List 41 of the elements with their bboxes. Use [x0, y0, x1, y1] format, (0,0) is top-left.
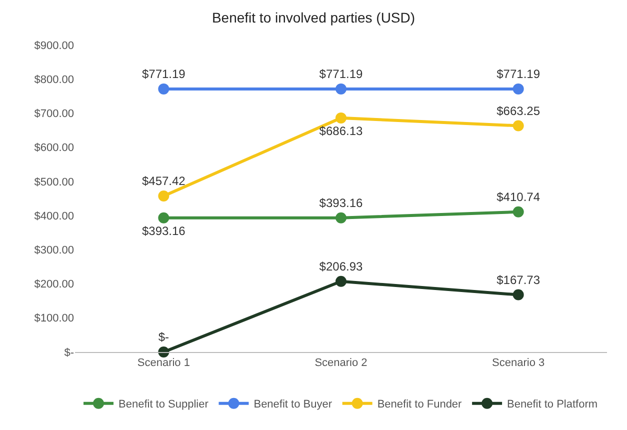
- data-label: $393.16: [142, 224, 186, 238]
- y-tick-label: $400.00: [34, 210, 74, 222]
- chart-title: Benefit to involved parties (USD): [212, 10, 416, 26]
- y-tick-label: $-: [64, 346, 74, 359]
- point: [158, 212, 170, 224]
- point: [512, 289, 524, 300]
- point: [336, 212, 346, 224]
- point: [158, 83, 170, 94]
- y-tick-label: $500.00: [34, 176, 74, 188]
- y-tick-label: $700.00: [34, 108, 74, 120]
- y-tick-label: $300.00: [34, 244, 74, 257]
- y-tick-label: $100.00: [34, 312, 74, 325]
- x-tick-label: Scenario 2: [314, 357, 368, 370]
- legend-label: Benefit to Funder: [377, 398, 462, 411]
- x-tick-label: Scenario 3: [492, 357, 545, 370]
- data-label: $771.19: [142, 67, 186, 82]
- y-tick-label: $600.00: [34, 142, 74, 154]
- data-label: $393.16: [319, 196, 364, 210]
- legend-label: Benefit to Platform: [507, 398, 598, 411]
- data-label: $-: [158, 330, 170, 344]
- y-tick-label: $800.00: [34, 74, 74, 86]
- point: [512, 83, 524, 94]
- point: [336, 276, 346, 287]
- data-label: $771.19: [496, 67, 540, 82]
- data-label: $457.42: [142, 174, 186, 188]
- legend-label: Benefit to Supplier: [118, 398, 209, 411]
- legend-label: Benefit to Buyer: [254, 398, 332, 411]
- point: [336, 83, 346, 94]
- data-label: $167.73: [496, 272, 540, 287]
- point: [512, 120, 524, 132]
- data-label: $771.19: [319, 67, 364, 82]
- data-label: $663.25: [496, 104, 540, 118]
- point: [158, 190, 170, 202]
- data-label: $686.13: [319, 124, 364, 138]
- point: [336, 112, 346, 124]
- data-label: $206.93: [319, 260, 364, 274]
- data-label: $410.74: [496, 190, 540, 204]
- point: [512, 206, 524, 218]
- y-tick-label: $900.00: [34, 40, 74, 52]
- x-tick-label: Scenario 1: [137, 357, 190, 370]
- y-tick-label: $200.00: [34, 278, 74, 291]
